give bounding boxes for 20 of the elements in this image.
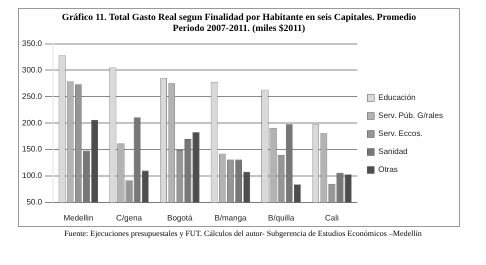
y-tick-label: 150.0 <box>22 144 43 154</box>
y-tick-label: 100.0 <box>22 170 43 180</box>
legend-label: Educación <box>378 92 416 102</box>
y-tick-label: 50.0 <box>26 197 43 206</box>
x-tick-label: C/gena <box>116 213 143 222</box>
y-tick-label: 350.0 <box>22 38 43 48</box>
legend-label: Serv. Púb. G/rales <box>378 110 443 120</box>
source-note: Fuente: Ejecuciones presupuestales y FUT. Cálculos del autor- Subgerencia de Estudios Económicos –Medellín <box>63 228 423 238</box>
y-tick-label: 300.0 <box>22 65 43 74</box>
x-tick-label: Medellin <box>63 213 94 222</box>
x-tick-label: B/quilla <box>268 213 295 222</box>
x-tick-label: Cali <box>324 213 339 222</box>
x-tick-label: B/manga <box>214 213 248 222</box>
y-tick-label: 250.0 <box>22 92 43 101</box>
y-tick-label: 200.0 <box>22 118 43 128</box>
legend-label: Otras <box>378 164 398 174</box>
legend-label: Sanidad <box>378 146 408 156</box>
chart-title: Gráfico 11. Total Gasto Real segun Finalidad por Habitante en seis Capitales. Promedio Periodo 2007-2011. (miles $2011) <box>60 12 418 36</box>
x-tick-label: Bogotá <box>167 213 193 222</box>
legend-label: Serv. Eccos. <box>378 128 423 138</box>
